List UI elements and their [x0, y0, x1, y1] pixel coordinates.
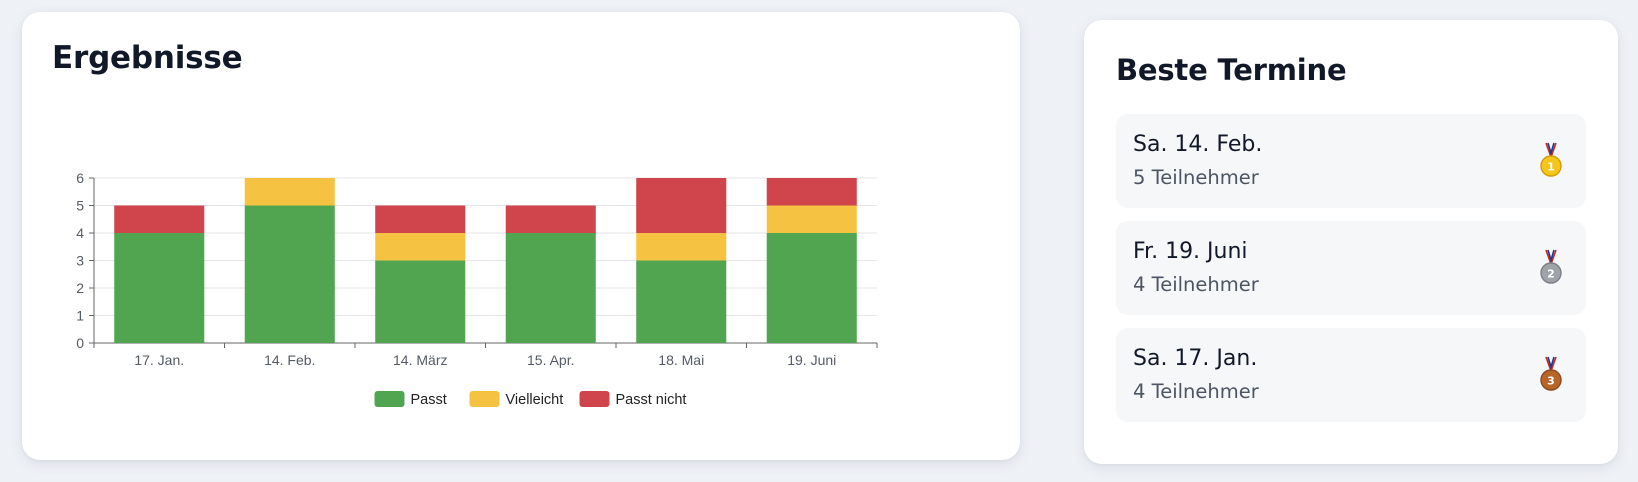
bronze-medal-icon: 3 — [1540, 356, 1562, 391]
results-card: Ergebnisse 0 1 2 3 4 5 6 17. Jan. 14. Feb. 14. Mä… — [22, 12, 1020, 460]
y-tick-label: 2 — [76, 280, 84, 296]
y-tick-label: 0 — [76, 335, 84, 351]
legend-swatch-2 — [579, 391, 610, 407]
bar-passt-1 — [244, 205, 335, 343]
bar-vielleicht-5 — [766, 205, 857, 233]
best-date-label: Fr. 19. Juni — [1133, 239, 1248, 264]
legend-label-2: Passt nicht — [616, 392, 687, 408]
silver-medal-icon: 2 — [1540, 249, 1562, 284]
results-chart: 0 1 2 3 4 5 6 17. Jan. 14. Feb. 14. März 15. Apr. 1… — [76, 170, 878, 408]
y-tick-label: 6 — [76, 170, 84, 186]
best-date-item-1[interactable]: Sa. 14. Feb. 5 Teilnehmer 1 — [1116, 114, 1586, 208]
x-tick-label: 14. Feb. — [264, 352, 315, 368]
bar-passt-0 — [114, 233, 205, 343]
legend-swatch-0 — [374, 391, 405, 407]
best-date-participants: 4 Teilnehmer — [1133, 380, 1259, 403]
bar-vielleicht-4 — [636, 233, 727, 261]
y-tick-label: 3 — [76, 253, 84, 269]
legend-swatch-1 — [469, 391, 500, 407]
bar-vielleicht-2 — [375, 233, 466, 261]
best-date-participants: 4 Teilnehmer — [1133, 273, 1259, 296]
bar-passt-nicht-5 — [766, 178, 857, 206]
bar-passt-4 — [636, 260, 727, 343]
best-date-item-3[interactable]: Sa. 17. Jan. 4 Teilnehmer 3 — [1116, 328, 1586, 422]
bar-passt-2 — [375, 260, 466, 343]
best-dates-card: Beste Termine Sa. 14. Feb. 5 Teilnehmer … — [1084, 20, 1618, 464]
y-tick-label: 4 — [76, 225, 84, 241]
best-dates-title: Beste Termine — [1116, 53, 1347, 87]
bar-passt-3 — [505, 233, 596, 343]
legend-label-1: Vielleicht — [506, 392, 564, 408]
legend-label-0: Passt — [411, 392, 447, 408]
y-tick-label: 5 — [76, 198, 84, 214]
best-date-label: Sa. 14. Feb. — [1133, 132, 1263, 157]
medal-rank: 1 — [1547, 161, 1555, 174]
best-date-participants: 5 Teilnehmer — [1133, 166, 1259, 189]
best-date-label: Sa. 17. Jan. — [1133, 346, 1258, 371]
medal-rank: 2 — [1547, 268, 1555, 281]
x-tick-label: 15. Apr. — [527, 352, 574, 368]
bar-passt-nicht-2 — [375, 205, 466, 233]
results-title: Ergebnisse — [52, 40, 243, 76]
bar-passt-nicht-0 — [114, 205, 205, 233]
x-tick-label: 17. Jan. — [134, 352, 184, 368]
bar-passt-nicht-3 — [505, 205, 596, 233]
x-tick-label: 19. Juni — [787, 352, 836, 368]
bar-passt-5 — [766, 233, 857, 343]
bar-passt-nicht-4 — [636, 178, 727, 233]
bar-vielleicht-1 — [244, 178, 335, 206]
y-tick-label: 1 — [76, 308, 84, 324]
x-tick-label: 18. Mai — [658, 352, 704, 368]
gold-medal-icon: 1 — [1540, 142, 1562, 177]
best-date-item-2[interactable]: Fr. 19. Juni 4 Teilnehmer 2 — [1116, 221, 1586, 315]
x-tick-label: 14. März — [393, 352, 447, 368]
medal-rank: 3 — [1547, 375, 1555, 388]
